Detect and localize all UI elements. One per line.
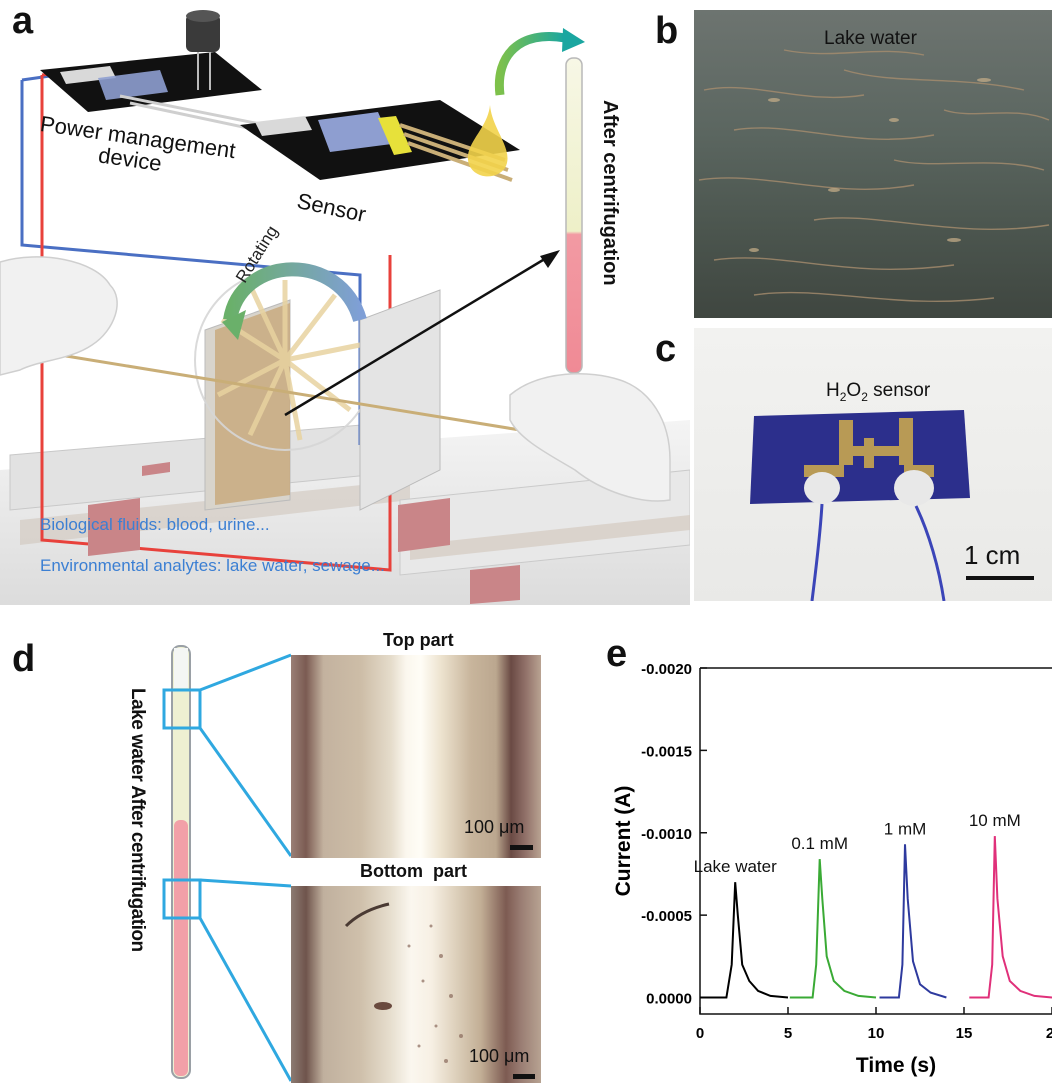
panel-b-label: b <box>655 10 679 52</box>
bottom-part-micrograph: 100 μm <box>291 886 541 1083</box>
transfer-arrow <box>494 32 566 96</box>
pointer-arrow <box>284 255 549 417</box>
caption-h: H <box>826 380 840 401</box>
caption-sensor: sensor <box>867 380 931 401</box>
after-centrifugation-label: After centrifugation <box>599 100 621 286</box>
scale-1cm-label: 1 cm <box>964 540 1021 570</box>
right-plate <box>359 289 441 511</box>
tube-vertical-label: Lake water After centrifugation <box>127 688 148 952</box>
scale-bottom-label: 100 μm <box>469 1046 530 1066</box>
h2o2-sensor-caption: H2O2 sensor <box>826 380 930 404</box>
series-annotation: 0.1 mM <box>791 834 848 853</box>
zoom-box-top <box>162 688 202 730</box>
x-tick-label: 15 <box>956 1025 973 1042</box>
top-part-title: Top part <box>383 630 454 650</box>
panel-d-tube-diagram <box>162 645 293 1082</box>
x-axis-label: Time (s) <box>856 1054 936 1077</box>
sensor-substrate <box>750 410 970 504</box>
plot-frame <box>699 667 1052 1015</box>
y-tick-label: -0.0005 <box>641 908 692 925</box>
series-line <box>969 836 1052 999</box>
caption-o: O <box>846 380 862 401</box>
scale-bar-top <box>510 845 533 850</box>
top-part-micrograph: 100 μm <box>291 655 541 858</box>
droplet <box>467 105 508 177</box>
bottom-part-title: Bottom part <box>360 861 467 881</box>
y-axis-label: Current (A) <box>612 786 635 897</box>
panel-c-label: c <box>655 328 677 370</box>
panel-e-label: e <box>606 633 628 675</box>
series-line <box>879 844 947 999</box>
h2o2-sensor-photo: H2O2 sensor 1 cm <box>694 328 1052 601</box>
y-tick-label: -0.0020 <box>641 661 692 678</box>
series-annotation: 10 mM <box>969 811 1021 830</box>
lake-water-caption: Lake water <box>824 28 917 49</box>
rotating-arrow <box>223 262 367 323</box>
series-line <box>700 882 789 999</box>
series-line <box>789 859 877 999</box>
x-tick-label: 2 <box>1046 1025 1052 1042</box>
left-hand <box>0 256 118 376</box>
right-hand <box>509 373 671 502</box>
panel-a-label: a <box>12 0 34 42</box>
y-tick-label: -0.0010 <box>641 826 692 843</box>
scale-bar-bottom <box>513 1074 535 1079</box>
x-tick-label: 5 <box>784 1025 792 1042</box>
zoom-box-bottom <box>162 878 202 920</box>
scale-top-label: 100 μm <box>464 817 525 837</box>
x-tick-label: 0 <box>696 1025 704 1042</box>
series-annotation: 1 mM <box>884 819 927 838</box>
panel-a-illustration <box>0 10 690 605</box>
caption-sub2: 2 <box>861 389 868 404</box>
lake-water-photo: Lake water <box>694 10 1052 318</box>
panel-d-label: d <box>12 638 36 680</box>
y-tick-label: -0.0015 <box>641 743 692 760</box>
environmental-analytes-label: Environmental analytes: lake water, sewa… <box>40 556 385 575</box>
x-tick-label: 10 <box>868 1025 885 1042</box>
tube-a <box>565 57 583 374</box>
caption-sub1: 2 <box>839 389 847 404</box>
series-annotation: Lake water <box>694 857 777 876</box>
biological-fluids-label: Biological fluids: blood, urine... <box>40 515 270 534</box>
y-tick-label: 0.0000 <box>646 991 692 1008</box>
